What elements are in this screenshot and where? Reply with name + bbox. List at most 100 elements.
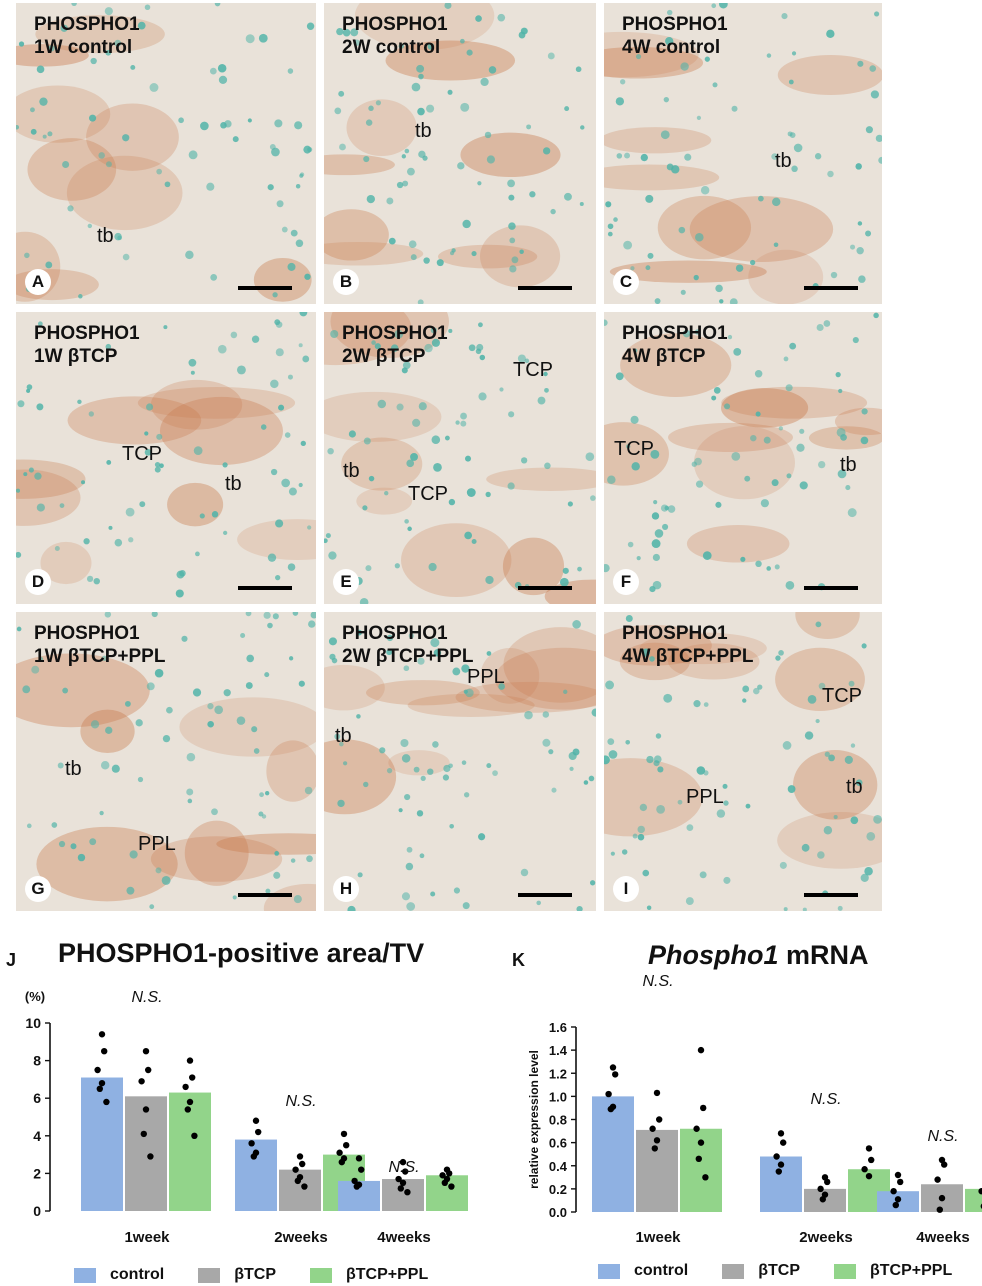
chart-k-y-tick-label: 0.0 bbox=[549, 1205, 567, 1220]
cell-nucleus bbox=[166, 706, 173, 714]
stain-region bbox=[604, 164, 720, 191]
panel-title: PHOSPHO1 2W βTCP bbox=[342, 323, 448, 367]
cell-nucleus bbox=[265, 888, 271, 894]
chart-k-significance-label: N.S. bbox=[642, 973, 673, 990]
tissue-label: PPL bbox=[467, 666, 505, 688]
cell-nucleus bbox=[507, 482, 515, 490]
cell-nucleus bbox=[508, 194, 515, 201]
chart-k-data-point bbox=[697, 1139, 705, 1146]
cell-nucleus bbox=[537, 396, 546, 405]
cell-nucleus bbox=[431, 338, 440, 347]
cell-nucleus bbox=[723, 876, 731, 884]
cell-nucleus bbox=[288, 487, 297, 496]
cell-nucleus bbox=[651, 512, 660, 520]
micrograph-panel-b: PHOSPHO1 2W control tb B bbox=[324, 3, 596, 304]
cell-nucleus bbox=[371, 340, 376, 345]
chart-j-category-label: 4weeks bbox=[377, 1229, 430, 1246]
cell-nucleus bbox=[616, 153, 623, 159]
tissue-texture bbox=[324, 312, 596, 604]
cell-nucleus bbox=[245, 34, 255, 44]
cell-nucleus bbox=[564, 106, 570, 112]
cell-nucleus bbox=[604, 755, 610, 765]
cell-nucleus bbox=[873, 312, 879, 319]
cell-nucleus bbox=[772, 197, 781, 207]
chart-j-data-point bbox=[255, 1128, 262, 1136]
cell-nucleus bbox=[402, 180, 409, 187]
cell-nucleus bbox=[572, 620, 581, 629]
cell-nucleus bbox=[410, 452, 418, 461]
cell-nucleus bbox=[245, 612, 252, 617]
cell-nucleus bbox=[870, 90, 879, 99]
cell-nucleus bbox=[844, 755, 853, 764]
chart-j-data-point bbox=[399, 1158, 407, 1166]
cell-nucleus bbox=[144, 4, 151, 11]
tissue-label: TCP bbox=[822, 685, 862, 707]
cell-nucleus bbox=[30, 107, 35, 113]
cell-nucleus bbox=[162, 734, 171, 743]
cell-nucleus bbox=[105, 49, 112, 56]
cell-nucleus bbox=[543, 147, 551, 155]
cell-nucleus bbox=[206, 182, 215, 191]
cell-nucleus bbox=[16, 488, 21, 493]
cell-nucleus bbox=[334, 107, 342, 115]
cell-nucleus bbox=[551, 787, 557, 793]
cell-nucleus bbox=[462, 219, 471, 229]
tissue-label: TCP bbox=[122, 443, 162, 465]
cell-nucleus bbox=[835, 372, 841, 378]
chart-j-data-point bbox=[98, 1079, 106, 1087]
cell-nucleus bbox=[199, 513, 205, 519]
cell-nucleus bbox=[544, 462, 551, 470]
cell-nucleus bbox=[298, 680, 305, 687]
cell-nucleus bbox=[645, 265, 651, 271]
cell-nucleus bbox=[388, 237, 396, 245]
cell-nucleus bbox=[58, 840, 66, 848]
chart-j-y-tick-label: 8 bbox=[33, 1053, 41, 1069]
stain-region bbox=[150, 379, 243, 430]
micrograph-panel-g: PHOSPHO1 1W βTCP+PPL tb PPL G bbox=[16, 612, 316, 911]
chart-j-y-tick-label: 0 bbox=[33, 1203, 41, 1219]
cell-nucleus bbox=[223, 530, 228, 535]
cell-nucleus bbox=[462, 902, 470, 910]
cell-nucleus bbox=[651, 539, 661, 549]
chart-j-data-point bbox=[299, 1160, 306, 1168]
cell-nucleus bbox=[519, 249, 524, 254]
chart-k-data-point bbox=[936, 1206, 943, 1213]
cell-nucleus bbox=[568, 751, 577, 761]
chart-k-data-point bbox=[894, 1171, 902, 1179]
cell-nucleus bbox=[763, 436, 771, 444]
cell-nucleus bbox=[401, 754, 411, 763]
cell-nucleus bbox=[463, 792, 470, 798]
cell-nucleus bbox=[781, 13, 788, 20]
cell-nucleus bbox=[468, 344, 476, 352]
chart-k-data-point bbox=[649, 1125, 656, 1132]
cell-nucleus bbox=[259, 792, 264, 798]
cell-nucleus bbox=[818, 682, 826, 690]
chart-k-data-point bbox=[894, 1196, 902, 1203]
stain-region bbox=[184, 820, 249, 886]
cell-nucleus bbox=[466, 488, 476, 497]
cell-nucleus bbox=[416, 810, 424, 817]
stain-region bbox=[407, 693, 535, 718]
cell-nucleus bbox=[507, 179, 515, 188]
chart-j-bar-βTCP bbox=[125, 1096, 167, 1211]
cell-nucleus bbox=[271, 147, 280, 157]
cell-nucleus bbox=[715, 501, 722, 508]
cell-nucleus bbox=[773, 242, 779, 248]
cell-nucleus bbox=[406, 846, 413, 853]
cell-nucleus bbox=[478, 322, 483, 328]
cell-nucleus bbox=[665, 36, 674, 46]
cell-nucleus bbox=[878, 156, 882, 164]
cell-nucleus bbox=[640, 153, 648, 162]
cell-nucleus bbox=[416, 64, 425, 73]
chart-k-data-point bbox=[775, 1168, 782, 1175]
chart-j-y-tick-label: 4 bbox=[33, 1128, 41, 1144]
cell-nucleus bbox=[788, 79, 794, 85]
cell-nucleus bbox=[179, 570, 186, 577]
cell-nucleus bbox=[366, 194, 375, 204]
stain-region bbox=[604, 46, 704, 79]
stain-region bbox=[266, 740, 316, 802]
chart-j-data-point bbox=[142, 1048, 150, 1055]
cell-nucleus bbox=[104, 612, 112, 618]
stain-region bbox=[341, 437, 423, 491]
cell-nucleus bbox=[685, 897, 694, 906]
